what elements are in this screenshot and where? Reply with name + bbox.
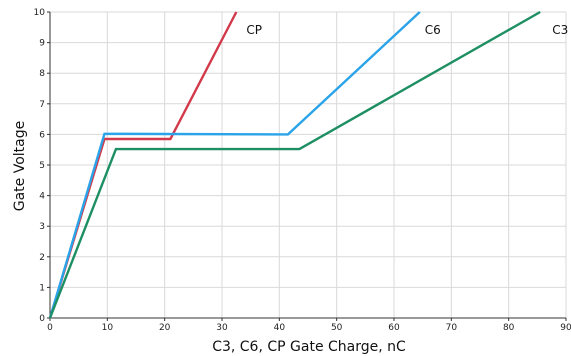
x-axis-title: C3, C6, CP Gate Charge, nC [212, 339, 406, 355]
y-tick-label: 7 [39, 100, 45, 110]
x-tick-label: 60 [388, 323, 400, 333]
y-tick-label: 2 [39, 253, 45, 263]
x-tick-label: 30 [216, 323, 228, 333]
x-tick-label: 50 [331, 323, 343, 333]
grid-layer [49, 11, 567, 319]
series-layer [48, 10, 541, 319]
y-tick-label: 8 [39, 69, 45, 79]
y-tick-label: 1 [39, 283, 45, 293]
y-tick-label: 3 [39, 222, 45, 232]
series-label-c6: C6 [425, 23, 441, 37]
x-tick-label: 70 [446, 323, 458, 333]
y-tick-label: 9 [39, 39, 45, 49]
x-tick-label: 10 [102, 323, 114, 333]
series-label-cp: CP [246, 23, 262, 37]
y-tick-label: 10 [34, 8, 46, 18]
y-axis-title: Gate Voltage [12, 121, 28, 212]
label-layer: CP C6 C3 [246, 23, 568, 37]
series-line-c6 [48, 11, 421, 319]
series-line-c3 [48, 10, 541, 319]
y-tick-label: 4 [39, 192, 45, 202]
y-tick-label: 6 [39, 130, 45, 140]
y-tick-label: 5 [39, 161, 45, 171]
x-tick-label: 90 [560, 323, 571, 333]
x-tick-label: 0 [47, 323, 53, 333]
axis-layer: 0 10 20 30 40 50 60 70 80 90 0 1 2 3 4 5 6 7 8 9 10 [34, 8, 571, 333]
x-tick-label: 80 [503, 323, 515, 333]
x-tick-label: 40 [274, 323, 286, 333]
series-label-c3: C3 [552, 23, 568, 37]
y-tick-label: 0 [39, 314, 45, 324]
x-tick-label: 20 [159, 323, 171, 333]
